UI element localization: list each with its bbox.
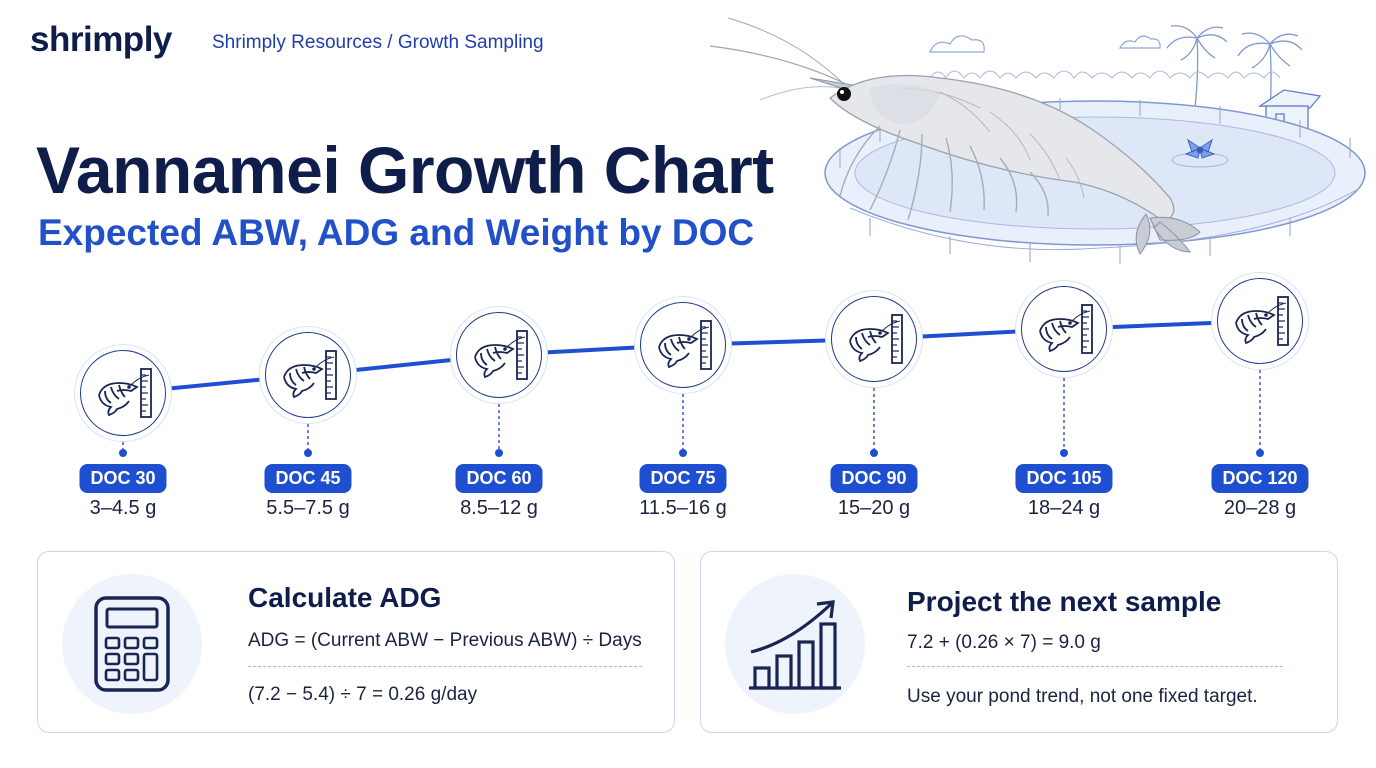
shrimp-ruler-icon xyxy=(1235,296,1289,346)
growth-chart-icon xyxy=(749,600,841,690)
shrimp-pond-illustration xyxy=(709,17,1366,264)
expected-weight: 5.5–7.5 g xyxy=(266,497,350,519)
shrimp-ruler-icon xyxy=(98,368,152,418)
projection-divider xyxy=(907,666,1283,667)
growth-chart-icon-bg xyxy=(725,574,865,714)
milestone-dot xyxy=(304,449,312,457)
brand-logo[interactable]: shrimply xyxy=(30,20,172,59)
milestone-icon-circle xyxy=(1217,278,1303,364)
expected-weight: 15–20 g xyxy=(837,497,911,519)
expected-weight: 20–28 g xyxy=(1223,497,1297,519)
page-subtitle: Expected ABW, ADG and Weight by DOC xyxy=(38,212,755,253)
milestone-icon-circle xyxy=(456,312,542,398)
shrimp-ruler-icon xyxy=(849,314,903,364)
milestone-dot xyxy=(119,449,127,457)
milestone-dot xyxy=(1256,449,1264,457)
milestone-icon-circle xyxy=(80,350,166,436)
projection-card: Project the next sample 7.2 + (0.26 × 7)… xyxy=(700,551,1338,733)
milestone-icon-circle xyxy=(831,296,917,382)
adg-formula: ADG = (Current ABW − Previous ABW) ÷ Day… xyxy=(248,630,642,651)
expected-weight: 8.5–12 g xyxy=(460,497,538,519)
calculator-icon-bg xyxy=(62,574,202,714)
milestone-dot xyxy=(679,449,687,457)
doc-badge: DOC 90 xyxy=(830,464,918,493)
expected-weight: 11.5–16 g xyxy=(639,497,727,519)
expected-weight: 3–4.5 g xyxy=(89,497,157,519)
adg-calculation-card: Calculate ADG ADG = (Current ABW − Previ… xyxy=(37,551,675,733)
milestone-icon-circle xyxy=(1021,286,1107,372)
breadcrumb[interactable]: Shrimply Resources / Growth Sampling xyxy=(212,32,544,53)
expected-weight: 18–24 g xyxy=(1027,497,1101,519)
milestone-icon-circle xyxy=(265,332,351,418)
cloud-icon xyxy=(929,35,1161,53)
shrimp-ruler-icon xyxy=(1039,304,1093,354)
doc-badge: DOC 75 xyxy=(639,464,727,493)
doc-badge: DOC 45 xyxy=(264,464,352,493)
doc-badge: DOC 60 xyxy=(455,464,543,493)
adg-divider xyxy=(248,666,642,667)
adg-card-title: Calculate ADG xyxy=(248,582,442,613)
doc-badge: DOC 30 xyxy=(79,464,167,493)
milestone-dot xyxy=(495,449,503,457)
shrimp-ruler-icon xyxy=(474,330,528,380)
shrimp-ruler-icon xyxy=(658,320,712,370)
shrimp-ruler-icon xyxy=(283,350,337,400)
milestone-icon-circle xyxy=(640,302,726,388)
projection-card-title: Project the next sample xyxy=(907,586,1222,617)
projection-formula: 7.2 + (0.26 × 7) = 9.0 g xyxy=(907,632,1101,653)
milestone-dot xyxy=(1060,449,1068,457)
adg-example: (7.2 − 5.4) ÷ 7 = 0.26 g/day xyxy=(248,684,478,705)
projection-note: Use your pond trend, not one fixed targe… xyxy=(907,686,1258,707)
calculator-icon xyxy=(94,596,170,692)
doc-badge: DOC 105 xyxy=(1015,464,1113,493)
doc-badge: DOC 120 xyxy=(1211,464,1309,493)
aerator-icon xyxy=(1171,138,1229,168)
shrimp-icon xyxy=(709,17,1201,255)
page-title: Vannamei Growth Chart xyxy=(36,133,774,207)
milestone-dot xyxy=(870,449,878,457)
